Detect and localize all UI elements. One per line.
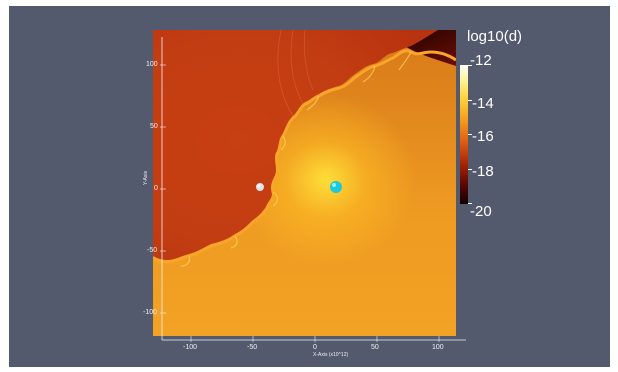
colorbar-gradient bbox=[460, 65, 468, 204]
x-tick-label: -50 bbox=[247, 344, 258, 351]
colorbar-tick bbox=[468, 100, 472, 101]
y-axis-title: Y-Axis bbox=[143, 171, 149, 185]
wind-region bbox=[153, 30, 438, 260]
x-axis-ticks bbox=[190, 336, 440, 342]
colorbar-tick bbox=[468, 65, 472, 66]
y-axis-ticks bbox=[160, 64, 166, 314]
wind-arcs bbox=[277, 30, 314, 117]
y-tick-label: 100 bbox=[146, 61, 158, 68]
x-tick-label: -100 bbox=[183, 344, 198, 351]
x-axis-title: X-Axis (x10^12) bbox=[313, 352, 349, 358]
y-tick-label: 0 bbox=[154, 185, 158, 192]
x-tick-label: 50 bbox=[371, 344, 379, 351]
x-tick-label: 0 bbox=[313, 344, 317, 351]
y-tick-label: -50 bbox=[147, 247, 158, 254]
colorbar-label: -12 bbox=[470, 52, 492, 69]
colorbar-tick bbox=[468, 169, 472, 170]
x-tick-label: 100 bbox=[432, 344, 444, 351]
density-slice-plot[interactable] bbox=[153, 30, 456, 336]
colorbar-tick bbox=[468, 203, 472, 204]
colorbar-label: -18 bbox=[472, 163, 494, 180]
y-tick-label: -100 bbox=[143, 309, 158, 316]
colorbar-label: -16 bbox=[472, 128, 494, 145]
y-tick-label: 50 bbox=[150, 123, 158, 130]
colorbar-label: -14 bbox=[472, 95, 494, 112]
shock-filaments bbox=[180, 51, 412, 267]
density-field-svg bbox=[153, 30, 456, 267]
colorbar-title: log10(d) bbox=[467, 28, 523, 45]
colorbar-label: -20 bbox=[470, 203, 492, 220]
primary-body-highlight bbox=[332, 183, 336, 187]
colorbar-tick bbox=[468, 134, 472, 135]
secondary-body-highlight bbox=[257, 184, 261, 188]
